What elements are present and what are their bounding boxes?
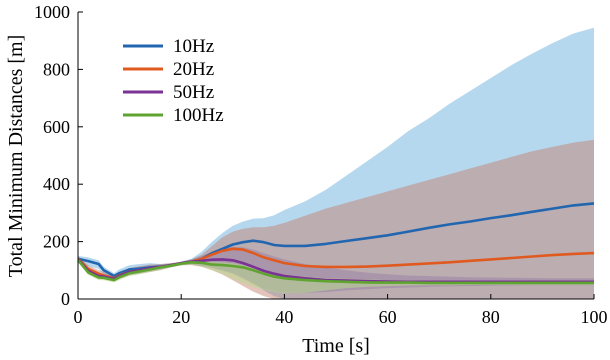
y-tick-label: 800 — [43, 59, 70, 79]
mean-lines — [78, 202, 594, 285]
x-tick-label: 20 — [172, 307, 190, 327]
x-axis-title: Time [s] — [302, 335, 370, 357]
legend-label-50hz: 50Hz — [173, 82, 214, 103]
y-tick-label: 200 — [43, 232, 70, 252]
y-tick-label: 400 — [43, 174, 70, 194]
x-tick-label: 60 — [379, 307, 397, 327]
band-10hz — [78, 27, 594, 299]
x-tick-label: 0 — [74, 307, 83, 327]
series-line-10hz — [78, 202, 594, 278]
x-tick-label: 40 — [275, 307, 293, 327]
x-tick-label: 100 — [581, 307, 608, 327]
legend-label-20hz: 20Hz — [173, 59, 214, 80]
y-tick-label: 600 — [43, 117, 70, 137]
band-100hz — [78, 258, 594, 294]
series-line-100hz — [78, 259, 594, 285]
x-tick-label: 80 — [482, 307, 500, 327]
legend-label-100hz: 100Hz — [173, 105, 224, 126]
y-tick-label: 1000 — [34, 2, 70, 22]
legend-label-10hz: 10Hz — [173, 36, 214, 57]
y-axis-title: Total Minimum Distances [m] — [5, 35, 27, 277]
y-tick-label: 0 — [61, 289, 70, 309]
